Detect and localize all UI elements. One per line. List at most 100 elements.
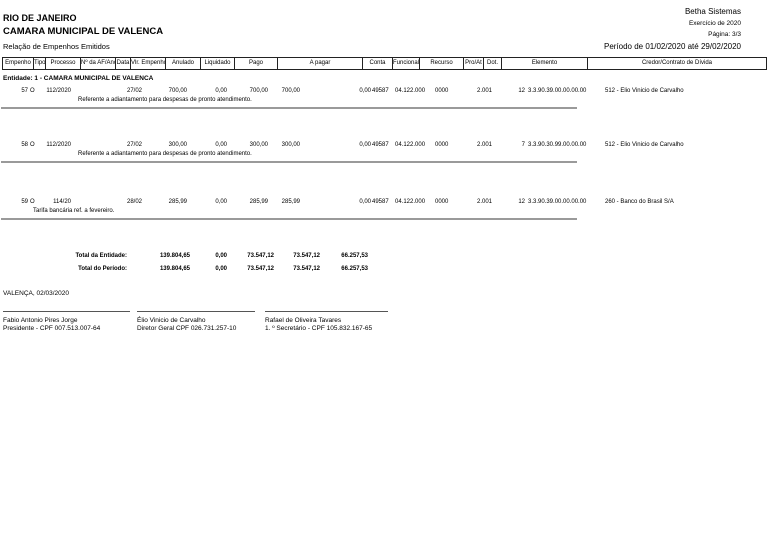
- col-header-tipo: Tipo: [34, 58, 46, 69]
- cell-pro-at: 2.001: [476, 199, 492, 205]
- signature-name: Élio Vinicio de Carvalho: [137, 317, 206, 324]
- cell-dot: 12: [518, 199, 525, 205]
- totals-period-label: Total do Período:: [78, 266, 127, 272]
- report-title: Relação de Empenhos Emitidos: [3, 42, 110, 51]
- cell-a-pagar: 0,00: [359, 142, 371, 148]
- row-description: Tarifa bancária ref. a fevereiro.: [33, 208, 115, 214]
- cell-pago: 300,00: [281, 142, 300, 148]
- signature-line: [137, 311, 255, 312]
- col-header-empenho: Empenho: [3, 58, 34, 69]
- cell-recurso: 0000: [435, 88, 449, 94]
- cell-processo: 114/20: [53, 199, 71, 205]
- col-header-a-pagar: A pagar: [278, 58, 363, 69]
- cell-tipo: O: [30, 88, 35, 94]
- cell-a-pagar: 0,00: [359, 88, 371, 94]
- totals-anulado: 0,00: [215, 253, 227, 259]
- col-header-vlr-empenho: Vlr. Empenho: [131, 58, 166, 69]
- row-description: Referente a adiantamento para despesas d…: [78, 151, 252, 157]
- cell-funcional: 04.122.000: [395, 199, 426, 205]
- cell-data: 27/02: [126, 142, 142, 148]
- totals-anulado: 0,00: [215, 266, 227, 272]
- col-header-credor: Credor/Contrato de Dívida: [641, 60, 713, 66]
- signature-role: Presidente - CPF 007.513.007-64: [3, 325, 101, 332]
- signature-role: Diretor Geral CPF 026.731.257-10: [137, 325, 237, 332]
- col-header-liquidado: Liquidado: [201, 58, 235, 69]
- cell-conta: 49587: [372, 199, 389, 205]
- col-header-elemento: Elemento: [502, 58, 588, 69]
- totals-liquidado: 73.547,12: [247, 253, 274, 259]
- totals-pago: 73.547,12: [293, 253, 320, 259]
- cell-anulado: 0,00: [215, 142, 227, 148]
- cell-credor: 512 - Elio Vinicio de Carvalho: [605, 142, 684, 148]
- col-header-pro-at: Pro/At: [464, 58, 484, 69]
- cell-empenho: 57: [21, 88, 28, 94]
- vendor-name: Betha Sistemas: [684, 7, 741, 16]
- row-description: Referente a adiantamento para despesas d…: [78, 97, 252, 103]
- totals-vlr-empenho: 139.804,65: [159, 266, 190, 272]
- row-separator: [1, 161, 577, 163]
- signature-name: Fabio Antonio Pires Jorge: [3, 317, 78, 324]
- cell-elemento: 3.3.90.30.99.00.00.00: [528, 142, 587, 148]
- cell-vlr-empenho: 285,99: [168, 199, 187, 205]
- cell-funcional: 04.122.000: [395, 142, 426, 148]
- cell-dot: 12: [518, 88, 525, 94]
- cell-conta: 49587: [372, 142, 389, 148]
- state-name: RIO DE JANEIRO: [3, 13, 77, 23]
- page-number: Página: 3/3: [708, 31, 741, 38]
- cell-pro-at: 2.001: [476, 142, 492, 148]
- cell-liquidado: 285,99: [249, 199, 268, 205]
- cell-conta: 49587: [372, 88, 389, 94]
- cell-pago: 285,99: [281, 199, 300, 205]
- cell-liquidado: 300,00: [249, 142, 268, 148]
- cell-processo: 112/2020: [46, 142, 71, 148]
- cell-data: 27/02: [126, 88, 142, 94]
- cell-pro-at: 2.001: [476, 88, 492, 94]
- cell-tipo: O: [30, 199, 35, 205]
- totals-entity-label: Total da Entidade:: [75, 253, 127, 259]
- entity-line: Entidade: 1 - CAMARA MUNICIPAL DE VALENC…: [3, 75, 154, 82]
- empenho-row: 58 O 112/2020 27/02 300,00 0,00 300,00 3…: [0, 142, 768, 166]
- col-header-funcional: Funcional: [393, 58, 420, 69]
- cell-anulado: 0,00: [215, 88, 227, 94]
- cell-tipo: O: [30, 142, 35, 148]
- totals-pago: 73.547,12: [293, 266, 320, 272]
- col-header-conta: Conta: [363, 58, 393, 69]
- totals-vlr-empenho: 139.804,65: [159, 253, 190, 259]
- signature-name: Rafael de Oliveira Tavares: [265, 317, 342, 324]
- cell-liquidado: 700,00: [249, 88, 268, 94]
- col-header-anulado: Anulado: [166, 58, 201, 69]
- org-name: CAMARA MUNICIPAL DE VALENCA: [3, 26, 164, 37]
- cell-pago: 700,00: [281, 88, 300, 94]
- cell-vlr-empenho: 300,00: [168, 142, 187, 148]
- place-date: VALENÇA, 02/03/2020: [3, 290, 70, 297]
- empenho-row: 59 O 114/20 28/02 285,99 0,00 285,99 285…: [0, 199, 768, 223]
- cell-funcional: 04.122.000: [395, 88, 426, 94]
- cell-credor: 512 - Elio Vinicio de Carvalho: [605, 88, 684, 94]
- signature-role: 1. º Secretário - CPF 105.832.167-65: [265, 325, 373, 332]
- totals-entity-row: Total da Entidade: 139.804,65 0,00 73.54…: [0, 253, 768, 262]
- col-header-processo: Processo: [46, 58, 81, 69]
- totals-a-pagar: 66.257,53: [341, 266, 368, 272]
- cell-empenho: 58: [21, 142, 28, 148]
- cell-vlr-empenho: 700,00: [168, 88, 187, 94]
- totals-a-pagar: 66.257,53: [341, 253, 368, 259]
- cell-elemento: 3.3.90.39.00.00.00.00: [528, 88, 587, 94]
- row-separator: [1, 107, 577, 109]
- col-header-dot: Dot.: [484, 58, 502, 69]
- period-label: Período de 01/02/2020 até 29/02/2020: [603, 42, 741, 51]
- totals-liquidado: 73.547,12: [247, 266, 274, 272]
- cell-a-pagar: 0,00: [359, 199, 371, 205]
- cell-anulado: 0,00: [215, 199, 227, 205]
- cell-recurso: 0000: [435, 199, 449, 205]
- cell-elemento: 3.3.90.39.00.00.00.00: [528, 199, 587, 205]
- cell-empenho: 59: [21, 199, 28, 205]
- col-header-data: Data: [116, 58, 131, 69]
- cell-credor: 260 - Banco do Brasil S/A: [605, 199, 674, 205]
- signature-line: [265, 311, 388, 312]
- signature-line: [3, 311, 130, 312]
- table-header-row: Empenho Tipo Processo Nº da AF/Ano Data …: [2, 57, 767, 70]
- col-header-pago: Pago: [235, 58, 278, 69]
- exercise-label: Exercício de 2020: [688, 20, 741, 27]
- cell-dot: 7: [521, 142, 525, 148]
